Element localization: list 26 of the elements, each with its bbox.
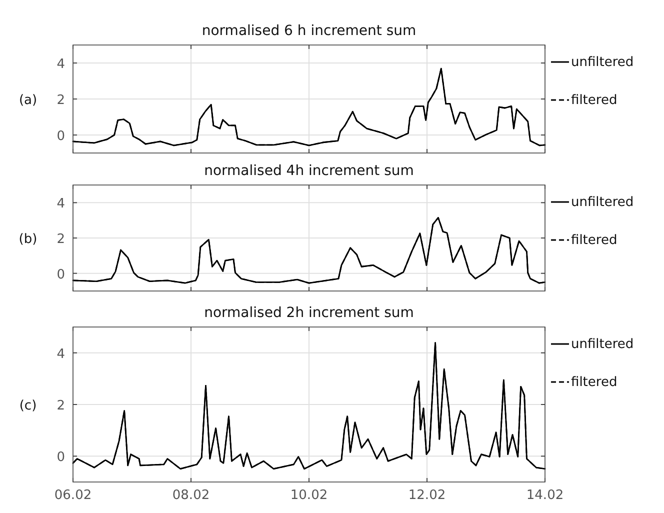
legend-label: unfiltered — [571, 55, 634, 70]
x-tick-label: 12.02 — [408, 488, 446, 503]
legend-label: unfiltered — [571, 195, 634, 210]
legend-label: filtered — [571, 233, 618, 248]
chart-title: normalised 6 h increment sum — [202, 23, 416, 39]
text: (b) — [18, 232, 38, 247]
y-tick-label: 2 — [56, 232, 65, 247]
legend-label: unfiltered — [571, 337, 634, 352]
chart-title: normalised 2h increment sum — [204, 305, 414, 321]
text: (a) — [18, 93, 38, 108]
x-tick-label: 06.02 — [54, 488, 92, 503]
legend-label: filtered — [571, 375, 618, 390]
y-tick-label: 4 — [56, 57, 65, 72]
y-tick-label: 4 — [56, 346, 65, 362]
y-tick-label: 0 — [56, 129, 65, 144]
chart-title: normalised 4h increment sum — [204, 163, 414, 179]
y-tick-label: 2 — [56, 93, 65, 108]
y-tick-label: 0 — [56, 450, 65, 466]
y-tick-label: 0 — [56, 267, 65, 282]
x-tick-label: 10.02 — [290, 488, 328, 503]
y-tick-label: 4 — [56, 196, 65, 212]
x-tick-label: 08.02 — [172, 488, 210, 503]
text: (c) — [19, 398, 37, 414]
legend-label: filtered — [571, 93, 618, 108]
x-tick-label: 14.02 — [526, 488, 564, 503]
y-tick-label: 2 — [56, 398, 65, 414]
